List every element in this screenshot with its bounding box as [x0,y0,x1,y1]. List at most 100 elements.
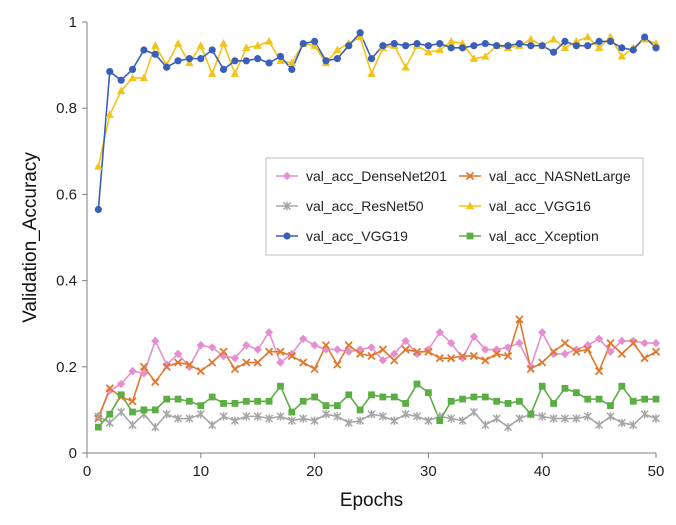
data-point [105,384,114,393]
chart-legend: val_acc_DenseNet201 val_acc_NASNetLargeva… [265,157,644,256]
data-point [253,345,262,354]
data-point [276,52,285,61]
data-point [378,356,388,365]
data-point [265,397,273,405]
data-point [538,358,547,367]
data-point [242,57,250,65]
data-point [561,384,569,392]
data-point [515,315,524,324]
data-point [208,420,217,430]
data-point [481,420,490,430]
data-point [492,345,501,354]
data-point [310,41,319,49]
data-point [322,402,330,409]
data-point [469,332,479,341]
data-point [526,364,535,374]
data-point [526,34,536,43]
data-point [265,59,273,67]
data-point [173,358,183,367]
series-points-val-acc-resnet50 [94,407,661,432]
data-point [572,389,580,397]
data-point [583,341,592,350]
data-point [550,400,557,407]
data-point [538,412,547,421]
data-point [607,402,614,409]
series-points-val-acc-densenet201 [94,328,661,421]
series-line-val-acc-resnet50 [97,411,657,428]
data-point [230,69,240,77]
data-point [584,42,592,50]
legend-entry-val-acc-resnet50: val_acc_ResNet50 [276,198,424,214]
data-point [219,412,228,421]
data-point [356,416,365,425]
data-point [629,46,637,54]
data-point [538,328,547,337]
x-tick-label: 40 [534,463,551,480]
data-point [355,32,365,41]
data-point [617,52,627,60]
x-tick-label: 20 [306,463,323,480]
data-point [583,345,592,354]
data-point [310,341,319,350]
data-point [572,347,581,356]
data-point [367,55,376,63]
x-tick-label: 30 [420,463,437,480]
data-point [446,338,456,348]
data-point [105,386,114,395]
data-point [299,358,308,367]
y-tick-label: 0.4 [56,273,77,290]
data-point [594,366,604,376]
data-point [208,46,216,54]
data-point [117,76,125,84]
data-point [253,41,262,49]
data-point [435,354,444,363]
data-point [94,205,102,214]
series-line-val-acc-xception [97,383,656,428]
data-point [311,37,319,45]
data-point [606,412,615,421]
data-point [356,406,364,414]
data-point [606,347,615,356]
data-point [538,382,546,390]
data-point [379,42,387,50]
data-point [447,414,456,423]
data-point [219,39,228,47]
data-point [412,412,422,421]
data-point [424,416,433,425]
data-point [401,62,410,71]
legend-entry-val-acc-vgg16: val_acc_VGG16 [459,198,591,214]
data-point [401,410,410,419]
data-point [651,39,661,47]
data-point [379,393,387,401]
data-point [139,73,149,82]
data-point [197,55,205,63]
data-point [333,402,341,409]
data-point [493,397,501,405]
data-point [413,380,421,388]
data-point [277,382,284,390]
legend-entry-val-acc-densenet201: val_acc_DenseNet201 [276,168,447,184]
data-point [447,354,456,363]
data-point [606,37,615,45]
x-axis-title: Epochs [340,490,403,511]
data-point [504,42,512,50]
x-tick-label: 0 [83,463,91,480]
data-point [208,358,217,367]
data-point [185,414,194,423]
legend-box [265,157,644,256]
y-tick-label: 0.6 [56,186,77,203]
data-point [469,407,478,417]
data-point [367,69,376,77]
data-point [515,338,524,348]
data-point [151,50,159,58]
data-point [151,406,159,414]
data-point [560,349,570,359]
y-axis-title: Validation_Accuracy [20,152,41,323]
data-point [503,343,513,352]
data-point [549,414,558,423]
data-point [128,366,137,376]
data-point [516,397,523,405]
data-point [470,42,478,50]
data-point [458,351,467,361]
data-point [425,389,432,397]
